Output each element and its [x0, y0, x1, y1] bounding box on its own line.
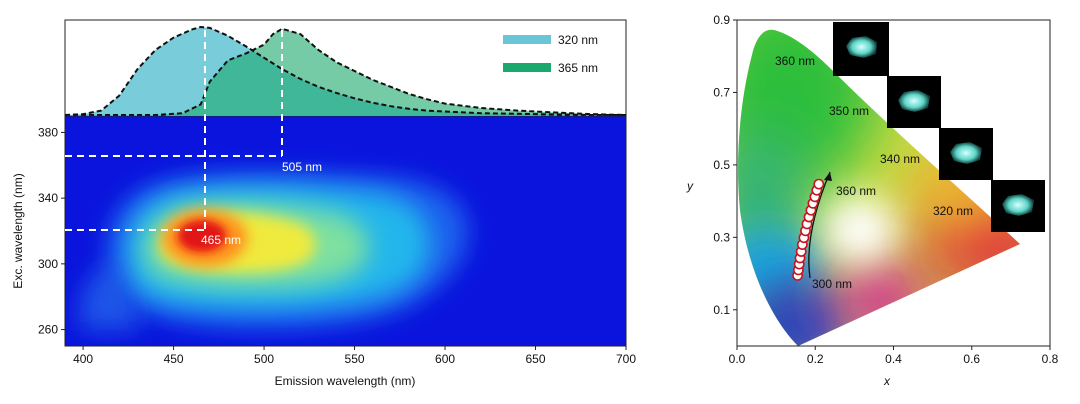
cie-point — [813, 178, 825, 190]
heatmap-plot-area — [65, 116, 626, 346]
y-tick-label: 260 — [38, 323, 58, 337]
legend-swatch-365 — [503, 63, 551, 72]
spectrum-outline-320-nm — [64, 25, 626, 116]
spectrum-outline-365-nm — [65, 27, 627, 116]
cie-y-tick-label: 0.1 — [713, 303, 730, 317]
sample-photo-labels: 360 nm 350 nm 340 nm 320 nm — [775, 54, 973, 218]
crystal-icon — [846, 36, 877, 58]
annotation-465: 465 nm — [201, 233, 241, 247]
x-tick-label: 650 — [526, 352, 546, 366]
x-tick-label: 450 — [164, 352, 184, 366]
cie-x-tick-label: 0.2 — [807, 352, 824, 366]
x-tick-label: 600 — [435, 352, 455, 366]
legend-label-320: 320 nm — [558, 33, 598, 47]
cie-y-tick-label: 0.3 — [713, 230, 730, 244]
cie-x-tick-label: 0.6 — [963, 352, 980, 366]
crystal-icon — [1002, 194, 1034, 216]
cie-axes: 0.0 0.2 0.4 0.6 0.8 0.1 0.3 0.5 0.7 0.9 — [713, 13, 1058, 366]
cie-panel: 0.0 0.2 0.4 0.6 0.8 0.1 0.3 0.5 0.7 0.9 x y 300 n… — [686, 13, 1059, 388]
sample-photos — [833, 22, 1045, 232]
x-tick-label: 700 — [616, 352, 636, 366]
cie-x-tick-label: 0.8 — [1042, 352, 1059, 366]
y-tick-label: 380 — [38, 125, 58, 139]
crystal-icon — [950, 142, 982, 164]
trend-arrow-head — [824, 172, 832, 181]
photo-label-340: 340 nm — [880, 152, 920, 166]
heatmap-axes: 400 450 500 550 600 650 700 260 300 340 380 — [38, 125, 636, 366]
x-tick-label: 550 — [345, 352, 365, 366]
y-tick-label: 300 — [38, 257, 58, 271]
cie-y-tick-label: 0.9 — [713, 13, 730, 27]
cie-y-label: y — [686, 179, 694, 193]
cie-y-tick-label: 0.7 — [713, 85, 730, 99]
heatmap-y-label: Exc. wavelength (nm) — [11, 173, 25, 288]
heatmap-x-label: Emission wavelength (nm) — [275, 374, 416, 388]
y-tick-label: 340 — [38, 191, 58, 205]
heatmap-panel: 465 nm 505 nm 400 450 500 550 600 650 700 260 30… — [11, 30, 636, 388]
heatmap-guides: 465 nm 505 nm — [65, 30, 322, 247]
photo-label-360: 360 nm — [775, 54, 815, 68]
photo-label-350: 350 nm — [829, 104, 869, 118]
trend-arrow-line — [808, 171, 831, 279]
cie-x-tick-label: 0.4 — [885, 352, 902, 366]
arrow-label-360: 360 nm — [836, 184, 876, 198]
x-tick-label: 400 — [73, 352, 93, 366]
annotation-505: 505 nm — [282, 160, 322, 174]
arrow-label-300: 300 nm — [812, 277, 852, 291]
legend-label-365: 365 nm — [558, 61, 598, 75]
legend-swatch-320 — [503, 35, 551, 44]
crystal-icon — [898, 90, 930, 112]
cie-y-tick-label: 0.5 — [713, 158, 730, 172]
cie-points — [792, 178, 825, 281]
cie-x-label: x — [883, 374, 891, 388]
spectra-legend: 320 nm 365 nm — [503, 33, 598, 75]
spectra-panel: 320 nm 365 nm — [64, 19, 627, 117]
photo-label-320: 320 nm — [933, 204, 973, 218]
x-tick-label: 500 — [254, 352, 274, 366]
cie-x-tick-label: 0.0 — [729, 352, 746, 366]
